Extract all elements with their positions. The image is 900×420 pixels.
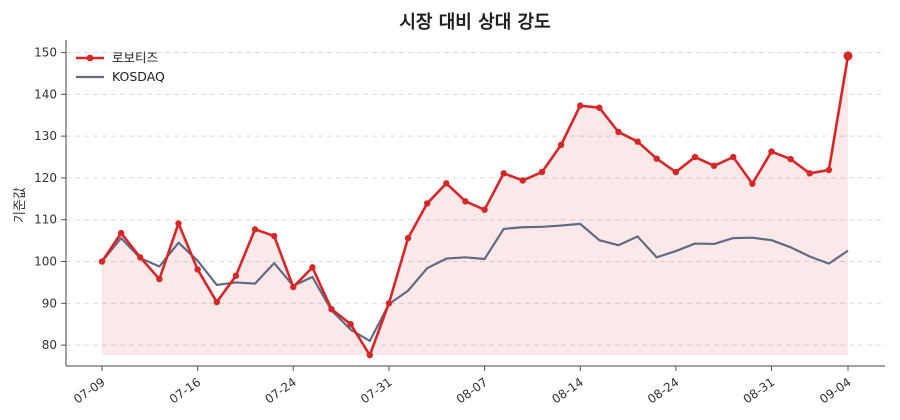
data-point [672,168,680,176]
data-point [730,153,737,161]
data-point [615,128,622,136]
data-point [634,138,641,145]
y-tick-label: 150 [34,46,57,60]
y-tick-label: 90 [42,296,57,310]
x-tick-label: 08-24 [645,375,682,406]
data-point [710,162,718,170]
x-tick-label: 07-09 [71,375,108,406]
data-point [98,258,106,265]
series-layer [98,51,853,359]
data-point [328,305,335,313]
data-point [519,177,527,184]
legend-marker-robotis [86,54,94,62]
y-tick-label: 130 [34,129,57,143]
data-point [768,148,775,155]
data-point [156,275,163,283]
data-point [538,168,546,176]
data-point [137,254,144,261]
data-point [290,283,297,291]
x-tick-label: 09-04 [817,375,854,406]
x-tick-label: 08-07 [454,375,491,406]
data-point [577,102,584,109]
data-point [481,206,488,213]
data-point [366,351,373,359]
x-tick-label: 08-14 [549,375,586,406]
data-point [194,266,201,273]
data-point [385,300,393,307]
data-point [270,232,278,240]
y-tick-label: 110 [34,213,57,227]
last-point-marker [843,51,853,61]
x-tick-label: 07-16 [167,375,204,406]
y-axis-label: 기준값 [13,187,28,223]
series-line-kosdaq [101,222,849,343]
data-point [749,180,756,187]
data-point [213,298,220,306]
y-tick-label: 100 [34,255,57,269]
data-point [423,200,431,207]
data-point [404,234,412,242]
data-point [117,229,125,237]
y-tick-label: 140 [34,87,57,101]
data-point [825,166,833,174]
data-point [309,264,316,271]
data-point [787,155,794,163]
data-point [175,220,182,227]
x-tick-label: 07-31 [358,375,395,406]
grid-layer [66,52,885,346]
y-tick-label: 80 [42,338,57,352]
data-point [347,321,354,328]
series-line-robotis [100,55,850,357]
x-tick-label: 07-24 [262,375,299,406]
chart-title: 시장 대비 상대 강도 [399,12,550,33]
data-point [500,170,507,177]
legend: 로보티즈 KOSDAQ [76,50,165,84]
data-point [443,180,450,187]
data-point [462,198,469,205]
data-point [557,141,565,149]
legend-label-kosdaq: KOSDAQ [112,69,165,84]
data-point [653,155,660,162]
data-point [691,153,699,161]
y-tick-label: 120 [34,171,57,185]
x-tick-label: 08-31 [741,375,778,406]
data-point [232,272,240,279]
legend-label-robotis: 로보티즈 [112,50,158,65]
data-point [596,104,603,111]
data-point [806,170,813,177]
data-point [251,226,259,233]
